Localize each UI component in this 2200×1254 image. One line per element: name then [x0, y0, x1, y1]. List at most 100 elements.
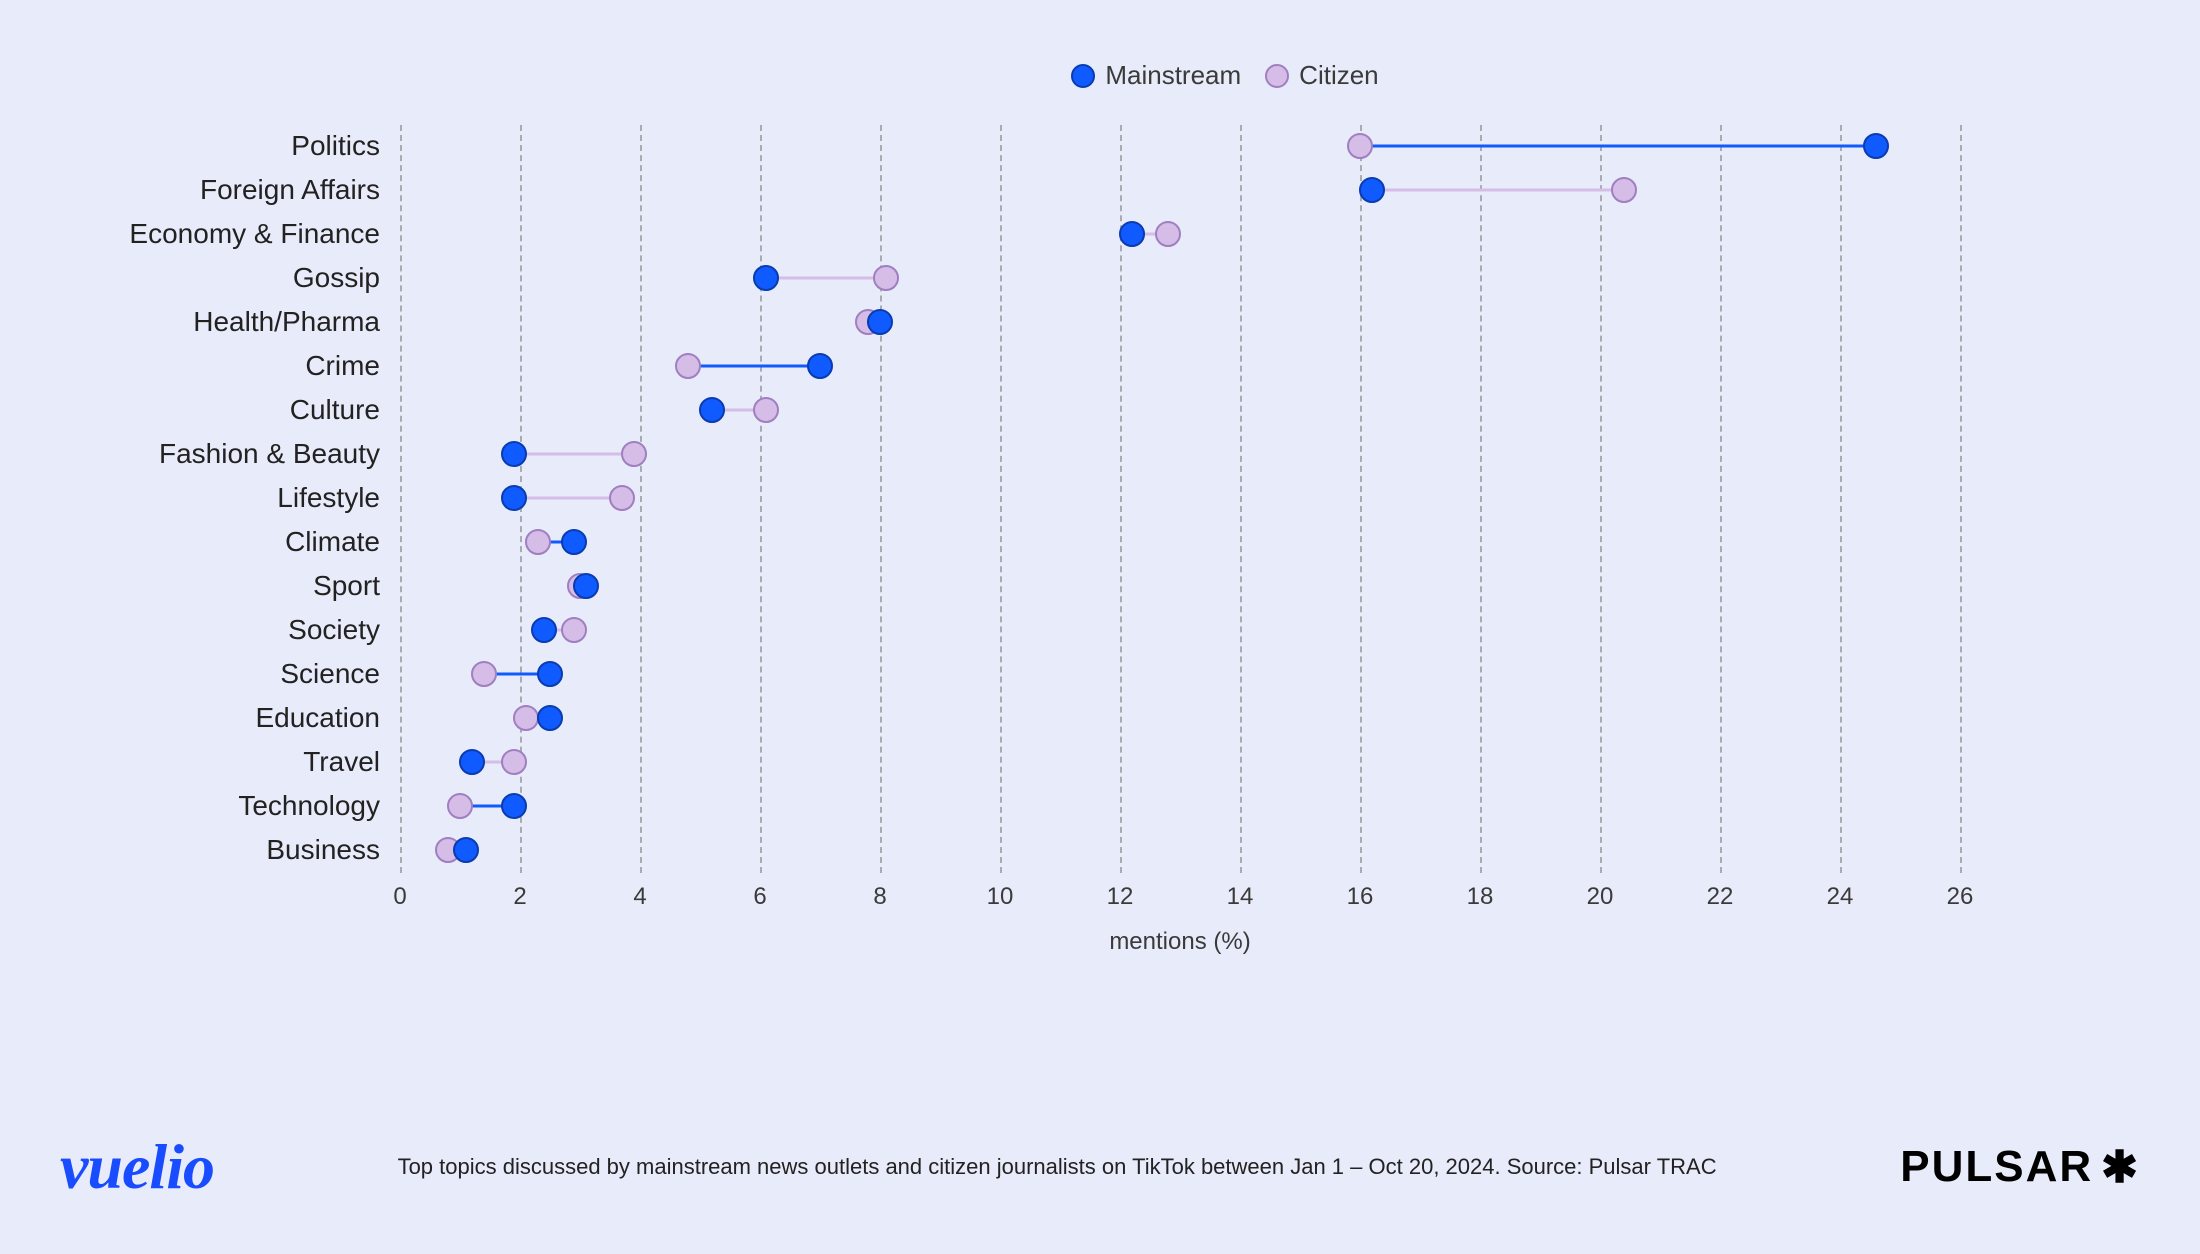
category-row: Culture: [400, 389, 2050, 431]
connector-line: [514, 452, 634, 455]
mainstream-dot: [537, 705, 563, 731]
mainstream-dot: [459, 749, 485, 775]
legend-label: Mainstream: [1105, 60, 1241, 91]
citizen-dot: [1155, 221, 1181, 247]
mainstream-dot: [1863, 133, 1889, 159]
xaxis-tick-label: 14: [1227, 883, 1254, 911]
citizen-dot: [753, 397, 779, 423]
category-label: Health/Pharma: [193, 301, 400, 343]
category-row: Technology: [400, 785, 2050, 827]
plot-area: 02468101214161820222426mentions (%)Polit…: [400, 125, 2050, 968]
category-row: Gossip: [400, 257, 2050, 299]
citizen-dot: [525, 529, 551, 555]
xaxis-tick-label: 0: [393, 883, 406, 911]
category-row: Lifestyle: [400, 477, 2050, 519]
mainstream-dot: [573, 573, 599, 599]
category-row: Foreign Affairs: [400, 169, 2050, 211]
mainstream-dot: [753, 265, 779, 291]
category-label: Technology: [238, 785, 400, 827]
mainstream-dot: [537, 661, 563, 687]
mainstream-dot: [867, 309, 893, 335]
category-label: Society: [288, 609, 400, 651]
citizen-dot: [447, 793, 473, 819]
category-row: Business: [400, 829, 2050, 871]
category-row: Climate: [400, 521, 2050, 563]
category-label: Climate: [285, 521, 400, 563]
category-label: Fashion & Beauty: [159, 433, 400, 475]
category-label: Politics: [291, 125, 400, 167]
citizen-dot: [675, 353, 701, 379]
xaxis-tick-label: 18: [1467, 883, 1494, 911]
legend-item: Mainstream: [1071, 60, 1241, 91]
category-row: Society: [400, 609, 2050, 651]
citizen-dot: [471, 661, 497, 687]
legend-dot-icon: [1265, 64, 1289, 88]
mainstream-dot: [699, 397, 725, 423]
mainstream-dot: [531, 617, 557, 643]
category-label: Crime: [305, 345, 400, 387]
connector-line: [688, 364, 820, 367]
caption-text: Top topics discussed by mainstream news …: [244, 1154, 1870, 1180]
legend-dot-icon: [1071, 64, 1095, 88]
mainstream-dot: [501, 793, 527, 819]
xaxis-tick-label: 2: [513, 883, 526, 911]
category-label: Business: [266, 829, 400, 871]
citizen-dot: [621, 441, 647, 467]
legend: Mainstream Citizen: [400, 60, 2050, 95]
citizen-dot: [1347, 133, 1373, 159]
category-label: Economy & Finance: [129, 213, 400, 255]
footer: vuelio Top topics discussed by mainstrea…: [60, 1130, 2140, 1204]
category-row: Sport: [400, 565, 2050, 607]
category-row: Travel: [400, 741, 2050, 783]
category-label: Gossip: [293, 257, 400, 299]
mainstream-dot: [501, 441, 527, 467]
category-row: Health/Pharma: [400, 301, 2050, 343]
citizen-dot: [561, 617, 587, 643]
pulsar-logo-text: PULSAR: [1900, 1142, 2093, 1192]
category-row: Education: [400, 697, 2050, 739]
xaxis-tick-label: 20: [1587, 883, 1614, 911]
vuelio-logo: vuelio: [60, 1130, 214, 1204]
citizen-dot: [501, 749, 527, 775]
legend-item: Citizen: [1265, 60, 1378, 91]
citizen-dot: [873, 265, 899, 291]
category-row: Fashion & Beauty: [400, 433, 2050, 475]
xaxis-tick-label: 8: [873, 883, 886, 911]
legend-label: Citizen: [1299, 60, 1378, 91]
citizen-dot: [1611, 177, 1637, 203]
xaxis-tick-label: 6: [753, 883, 766, 911]
citizen-dot: [609, 485, 635, 511]
category-label: Lifestyle: [277, 477, 400, 519]
xaxis-tick-label: 24: [1827, 883, 1854, 911]
category-label: Education: [255, 697, 400, 739]
connector-line: [1360, 144, 1876, 147]
mainstream-dot: [453, 837, 479, 863]
category-label: Travel: [303, 741, 400, 783]
mainstream-dot: [1359, 177, 1385, 203]
xaxis-title: mentions (%): [1109, 928, 1250, 956]
chart-container: MainstreamCitizen 0246810121416182022242…: [400, 60, 2050, 968]
pulsar-logo: PULSAR ✱: [1900, 1142, 2140, 1193]
category-label: Science: [280, 653, 400, 695]
category-row: Politics: [400, 125, 2050, 167]
xaxis-tick-label: 26: [1947, 883, 1974, 911]
mainstream-dot: [807, 353, 833, 379]
xaxis-tick-label: 4: [633, 883, 646, 911]
xaxis-tick-label: 12: [1107, 883, 1134, 911]
connector-line: [514, 496, 622, 499]
category-row: Economy & Finance: [400, 213, 2050, 255]
mainstream-dot: [1119, 221, 1145, 247]
mainstream-dot: [501, 485, 527, 511]
citizen-dot: [513, 705, 539, 731]
xaxis-tick-label: 22: [1707, 883, 1734, 911]
mainstream-dot: [561, 529, 587, 555]
category-label: Culture: [290, 389, 400, 431]
xaxis-tick-label: 16: [1347, 883, 1374, 911]
connector-line: [766, 276, 886, 279]
xaxis-tick-label: 10: [987, 883, 1014, 911]
category-label: Foreign Affairs: [200, 169, 400, 211]
connector-line: [1372, 188, 1624, 191]
category-row: Science: [400, 653, 2050, 695]
asterisk-icon: ✱: [2101, 1142, 2140, 1193]
category-label: Sport: [313, 565, 400, 607]
